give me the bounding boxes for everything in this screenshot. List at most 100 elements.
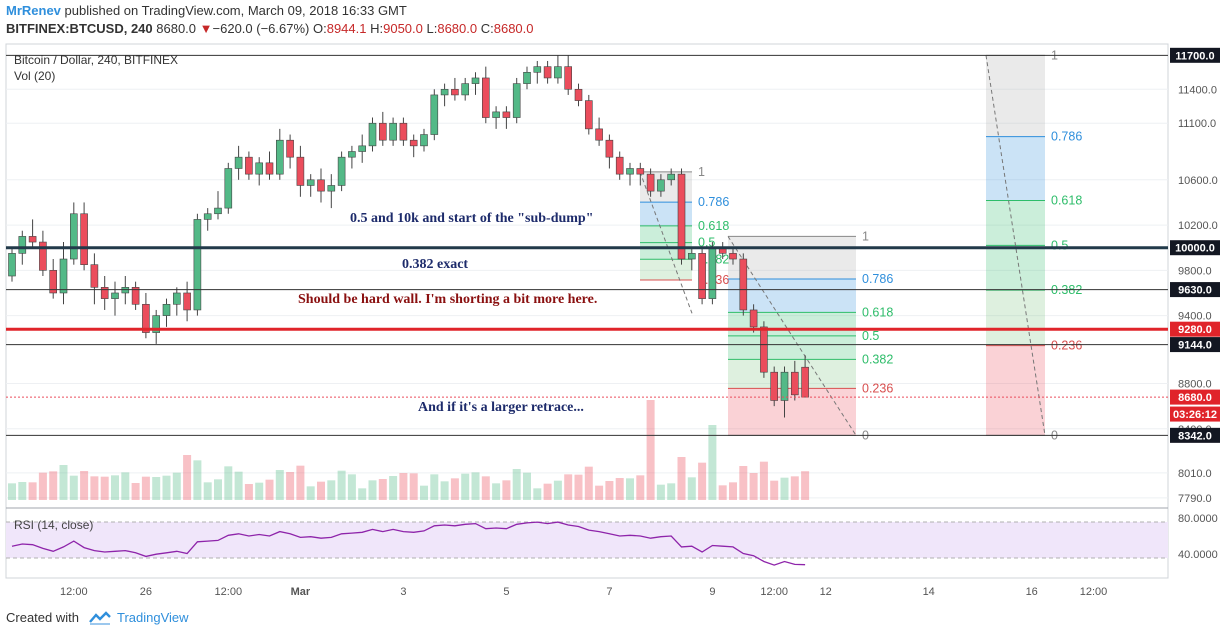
- tradingview-link[interactable]: TradingView: [117, 610, 189, 625]
- rsi-line: [11, 521, 806, 566]
- high-label: H:: [366, 21, 384, 36]
- candle-body: [59, 258, 68, 294]
- candle-body: [543, 66, 552, 79]
- candle-body: [39, 241, 47, 271]
- y-tick-label: 9400.0: [1178, 311, 1212, 323]
- fib-small-level-label: 0.5: [698, 236, 715, 250]
- volume-bar: [615, 478, 624, 500]
- price-tag-label: 9630.0: [1178, 285, 1212, 297]
- volume-bar: [28, 482, 37, 500]
- fib-medium-zone: [728, 335, 856, 360]
- volume-bar: [656, 484, 665, 500]
- header-bar: MrRenev published on TradingView.com, Ma…: [0, 0, 1228, 42]
- volume-bar: [234, 471, 243, 500]
- candle-body: [173, 292, 181, 305]
- footer: Created with TradingView: [0, 605, 1228, 635]
- x-tick-label: 12:00: [215, 586, 243, 598]
- fib-medium-level-label: 1: [862, 229, 869, 243]
- volume-bar: [481, 476, 490, 500]
- candle-body: [399, 122, 408, 141]
- volume-bar: [389, 476, 398, 500]
- volume-bar: [646, 400, 655, 500]
- fib-small-level-label: 0.618: [698, 219, 729, 233]
- candle-body: [801, 366, 809, 398]
- price-chart[interactable]: 1 0.786 0.618 0.5 0.382 0.236 1 0.786 0.618 0.5 0.…: [0, 42, 1228, 605]
- fib-small-level-label: 0.786: [698, 195, 729, 209]
- volume-bar: [327, 480, 336, 500]
- y-tick-label: 10600.0: [1178, 175, 1218, 187]
- chart-title: Bitcoin / Dollar, 240, BITFINEX: [14, 53, 178, 67]
- price-tag: [1170, 47, 1220, 63]
- volume-bar: [337, 470, 346, 500]
- symbol-line: BITFINEX:BTCUSD, 240 8680.0 ▼−620.0 (−6.…: [6, 21, 534, 36]
- down-arrow-icon: ▼: [199, 21, 213, 36]
- volume-bar: [49, 471, 58, 500]
- candle-body: [203, 213, 212, 220]
- candle-body: [265, 162, 274, 175]
- volume-bar: [729, 482, 737, 500]
- volume-bar: [471, 472, 480, 500]
- candle-body: [636, 168, 645, 175]
- volume-bar: [121, 472, 130, 500]
- candle-body: [131, 287, 140, 305]
- price-tag: [1170, 321, 1220, 337]
- candle-body: [471, 77, 480, 84]
- fib-medium-zone: [728, 312, 856, 336]
- candle-body: [121, 287, 130, 294]
- candle-body: [296, 156, 305, 186]
- fib-small-level-label: 1: [698, 165, 705, 179]
- open-label: O:: [309, 21, 327, 36]
- low-value: 8680.0: [437, 21, 478, 36]
- candle-body: [770, 371, 779, 401]
- plot-frame: [5, 43, 1169, 579]
- candle-body: [533, 66, 542, 73]
- fib-large-zone: [986, 136, 1045, 201]
- volume-bar: [564, 474, 573, 500]
- fib-medium-zone: [728, 236, 856, 279]
- annotation-sub-dump: 0.5 and 10k and start of the "sub-dump": [350, 211, 594, 226]
- price-tag-label: 03:26:12: [1173, 409, 1217, 421]
- candle-body: [739, 258, 748, 311]
- candle-body: [615, 156, 624, 175]
- volume-bar: [90, 476, 99, 500]
- candle-body: [708, 247, 717, 299]
- candle-body: [111, 292, 119, 299]
- candle-body: [492, 111, 500, 118]
- price-change: −620.0 (−6.67%): [212, 21, 310, 36]
- volume-bar: [440, 481, 449, 500]
- candle-body: [595, 128, 603, 141]
- volume-bar: [461, 473, 470, 500]
- candle-body: [698, 253, 706, 299]
- volume-bar: [368, 480, 377, 500]
- fib-medium-level-label: 0.618: [862, 305, 893, 319]
- volume-bar: [749, 473, 758, 500]
- candle-body: [152, 315, 160, 333]
- candle-body: [389, 122, 397, 141]
- volume-bar: [162, 475, 171, 500]
- volume-bar: [677, 457, 686, 500]
- volume-bar: [605, 481, 614, 500]
- price-tag-label: 9144.0: [1178, 340, 1212, 352]
- candle-body: [430, 94, 439, 135]
- candle-body: [18, 236, 27, 254]
- candle-body: [677, 173, 686, 260]
- volume-bar: [347, 474, 356, 500]
- volume-bar: [183, 455, 192, 500]
- candle-body: [502, 111, 511, 118]
- candle-body: [275, 139, 284, 175]
- fib-large-zone: [986, 200, 1045, 246]
- rsi-tick-label: 40.0000: [1178, 549, 1218, 561]
- volume-bar: [533, 488, 542, 500]
- candle-body: [554, 66, 562, 79]
- volume-bar: [399, 473, 408, 500]
- candle-body: [523, 71, 531, 84]
- price-tag-label: 9280.0: [1178, 324, 1212, 336]
- volume-bar: [69, 475, 78, 500]
- volume-bar: [770, 480, 779, 500]
- author-link[interactable]: MrRenev: [6, 3, 61, 18]
- annotation-hard-wall: Should be hard wall. I'm shorting a bit …: [298, 292, 597, 307]
- y-tick-label: 9800.0: [1178, 265, 1212, 277]
- volume-bar: [574, 474, 583, 500]
- x-tick-label: 16: [1026, 586, 1038, 598]
- volume-bar: [667, 483, 676, 500]
